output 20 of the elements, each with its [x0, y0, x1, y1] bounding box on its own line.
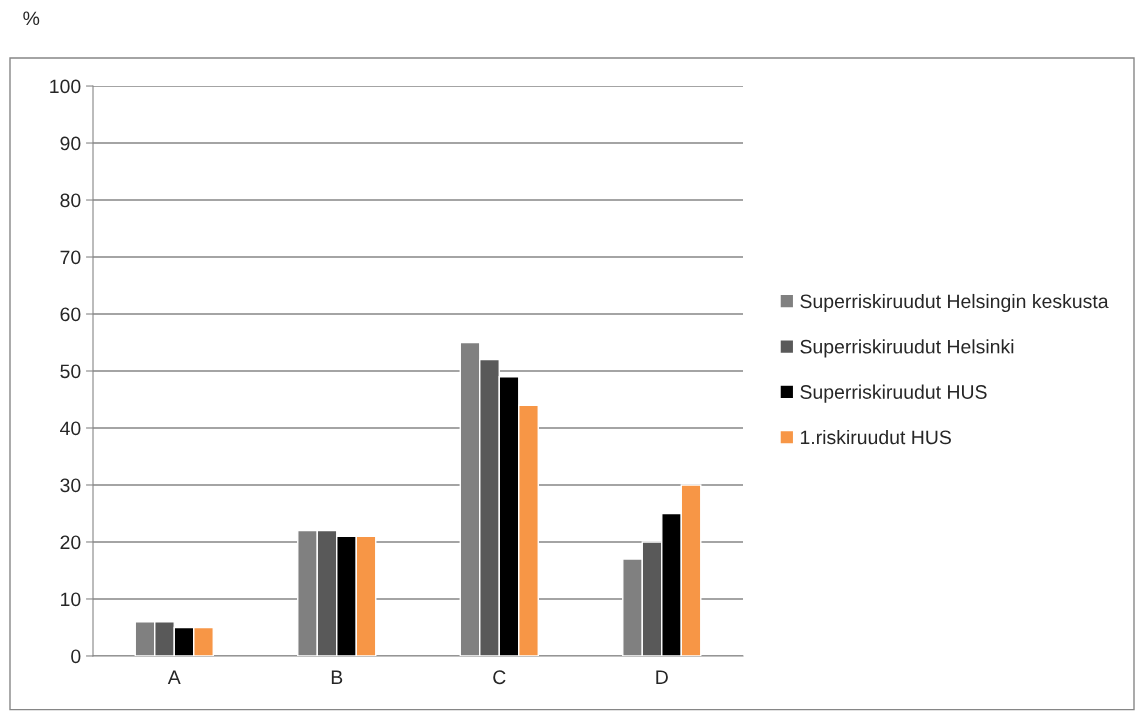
y-tick-label: 40 — [60, 421, 81, 436]
x-tick-label: A — [167, 670, 181, 684]
y-tick-label: 10 — [61, 592, 81, 607]
x-tick-label: D — [656, 670, 668, 684]
y-tick-label: 50 — [60, 364, 81, 379]
y-tick-label: 90 — [60, 136, 81, 151]
y-tick-label: 0 — [71, 649, 81, 664]
y-axis-title: % — [23, 11, 40, 26]
y-tick-label: 80 — [60, 193, 81, 208]
legend-label: Superriskiruudut Helsinki — [800, 339, 1014, 358]
legend-label: Superriskiruudut HUS — [800, 384, 987, 403]
y-tick-label: 20 — [60, 535, 81, 550]
x-tick-label: B — [331, 670, 343, 684]
legend-label: 1.riskiruudut HUS — [800, 429, 951, 445]
y-tick-label: 70 — [60, 250, 81, 265]
x-tick-label: C — [493, 670, 506, 685]
y-tick-label: 100 — [50, 79, 81, 94]
y-tick-label: 60 — [60, 307, 81, 322]
y-tick-label: 30 — [60, 478, 81, 493]
legend-label: Superriskiruudut Helsingin keskusta — [800, 293, 1109, 313]
